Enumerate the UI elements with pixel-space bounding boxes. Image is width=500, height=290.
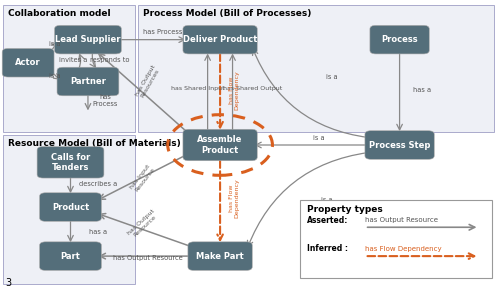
Text: Resource Model (Bill of Materials): Resource Model (Bill of Materials) — [8, 139, 181, 148]
Text: has Output
Resources: has Output Resources — [134, 64, 161, 99]
FancyBboxPatch shape — [138, 5, 494, 132]
Text: has Input
Resource: has Input Resource — [130, 163, 156, 193]
Text: Property types: Property types — [308, 205, 383, 214]
Text: Calls for
Tenders: Calls for Tenders — [51, 153, 90, 172]
Text: is a: is a — [326, 74, 338, 80]
Text: has Flow
Dependency: has Flow Dependency — [228, 179, 239, 218]
Text: has Process: has Process — [143, 30, 182, 35]
FancyBboxPatch shape — [54, 25, 122, 54]
Text: Asserted:: Asserted: — [308, 215, 348, 224]
Text: 3: 3 — [6, 278, 12, 288]
Text: has
Process: has Process — [92, 94, 118, 107]
Text: Actor: Actor — [16, 58, 41, 67]
FancyBboxPatch shape — [300, 200, 492, 278]
Text: has a: has a — [413, 87, 431, 93]
Text: Lead Supplier: Lead Supplier — [55, 35, 120, 44]
Text: is a: is a — [322, 197, 333, 203]
Text: responds to: responds to — [90, 57, 129, 63]
FancyBboxPatch shape — [365, 131, 434, 159]
Text: Process: Process — [382, 35, 418, 44]
Text: is a: is a — [48, 73, 60, 79]
FancyBboxPatch shape — [3, 5, 136, 132]
FancyBboxPatch shape — [3, 135, 136, 284]
Text: describes a: describes a — [79, 181, 117, 187]
Text: Inferred :: Inferred : — [308, 244, 348, 253]
Text: has Output Resource: has Output Resource — [113, 255, 182, 261]
Text: Part: Part — [60, 252, 80, 261]
Text: Deliver Product: Deliver Product — [183, 35, 258, 44]
Text: Assemble
Product: Assemble Product — [198, 135, 243, 155]
Text: is a: is a — [48, 41, 60, 47]
FancyBboxPatch shape — [57, 67, 119, 96]
FancyBboxPatch shape — [40, 242, 102, 270]
Text: has Output Resource: has Output Resource — [364, 217, 438, 223]
Text: has Output
Resource: has Output Resource — [126, 209, 160, 240]
Text: has Shared Output: has Shared Output — [223, 86, 282, 91]
Text: Product: Product — [52, 202, 89, 211]
FancyBboxPatch shape — [183, 25, 257, 54]
FancyBboxPatch shape — [2, 48, 54, 77]
Text: Process Model (Bill of Processes): Process Model (Bill of Processes) — [143, 9, 311, 18]
FancyBboxPatch shape — [183, 129, 257, 161]
Text: invites a: invites a — [59, 57, 87, 63]
Text: has Flow Dependency: has Flow Dependency — [364, 246, 442, 252]
Text: has Flow
Dependency: has Flow Dependency — [228, 70, 239, 110]
FancyBboxPatch shape — [40, 193, 102, 221]
FancyBboxPatch shape — [37, 146, 104, 178]
Text: Process Step: Process Step — [369, 140, 430, 150]
FancyBboxPatch shape — [370, 25, 430, 54]
FancyBboxPatch shape — [188, 242, 252, 270]
Text: has Shared Input: has Shared Input — [171, 86, 224, 91]
Text: Partner: Partner — [70, 77, 106, 86]
Text: is a: is a — [313, 135, 324, 141]
Text: Make Part: Make Part — [196, 252, 244, 261]
Text: has a: has a — [89, 229, 107, 235]
Text: Collaboration model: Collaboration model — [8, 9, 111, 18]
